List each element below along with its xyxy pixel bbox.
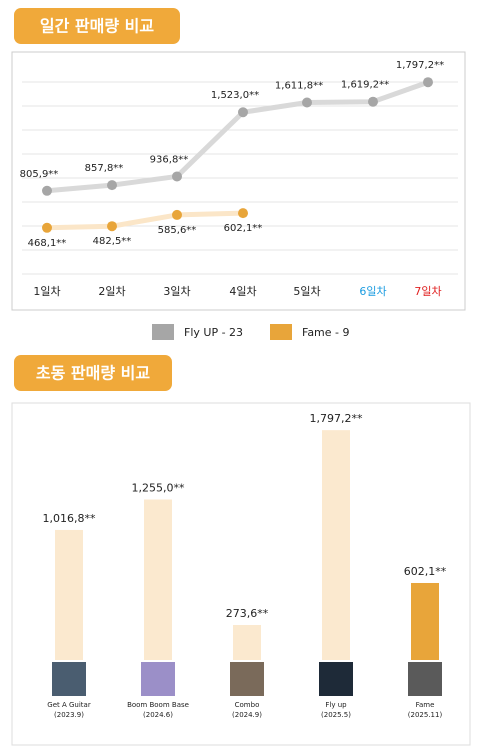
x-tick-date: (2023.9) [54, 711, 84, 719]
data-point [107, 180, 117, 191]
album-cover [52, 662, 86, 696]
data-point [302, 97, 312, 108]
x-tick-label: 1일차 [33, 284, 60, 298]
album-cover [408, 662, 442, 696]
data-point [172, 209, 182, 220]
x-tick-date: (2025.11) [408, 711, 443, 719]
data-label: 1,619,2** [341, 80, 389, 91]
data-label: 482,5** [93, 236, 132, 247]
x-tick-date: (2025.5) [321, 711, 351, 719]
chart-title: 초동 판매량 비교 [36, 364, 150, 383]
data-label: 1,523,0** [211, 90, 259, 101]
legend-swatch [270, 324, 292, 340]
x-tick-date: (2024.9) [232, 711, 262, 719]
data-label: 1,797,2** [310, 412, 363, 425]
bar [411, 582, 439, 660]
bar [144, 499, 172, 660]
data-label: 602,1** [224, 223, 263, 234]
data-point [238, 208, 248, 219]
x-tick-label: Get A Guitar [47, 701, 91, 709]
data-point [42, 185, 52, 196]
bar [55, 529, 83, 660]
x-tick-label: 4일차 [229, 284, 256, 298]
x-tick-label: Fame [416, 701, 435, 709]
x-tick-label: 6일차 [359, 284, 386, 298]
data-label: 273,6** [226, 607, 269, 620]
data-label: 602,1** [404, 565, 447, 578]
data-label: 1,255,0** [132, 481, 185, 494]
data-point [368, 96, 378, 107]
background-lines [22, 81, 458, 275]
x-tick-label: 2일차 [98, 284, 125, 298]
album-cover [319, 662, 353, 696]
bar [233, 625, 261, 660]
x-tick-label: 5일차 [293, 284, 320, 298]
data-label: 936,8** [150, 154, 189, 165]
x-tick-label: Fly up [325, 701, 347, 709]
legend-label: Fame - 9 [302, 326, 350, 339]
title-banner [14, 355, 172, 391]
data-point [107, 221, 117, 232]
x-tick-label: Boom Boom Base [127, 701, 189, 709]
x-tick-label: 3일차 [163, 284, 190, 298]
data-label: 1,611,8** [275, 81, 323, 92]
legend-swatch [152, 324, 174, 340]
series-line [46, 210, 244, 231]
bar [322, 430, 350, 660]
album-cover [141, 662, 175, 696]
data-point [423, 77, 433, 88]
data-point [172, 171, 182, 182]
data-label: 805,9** [20, 169, 59, 180]
album-cover [230, 662, 264, 696]
chart-title: 일간 판매량 비교 [40, 17, 154, 36]
data-point [42, 222, 52, 233]
data-label: 1,797,2** [396, 60, 444, 71]
data-label: 857,8** [85, 163, 124, 174]
legend-label: Fly UP - 23 [184, 326, 243, 339]
data-label: 1,016,8** [43, 512, 96, 525]
x-tick-label: Combo [235, 701, 260, 709]
data-label: 585,6** [158, 225, 197, 236]
x-tick-date: (2024.6) [143, 711, 173, 719]
data-point [238, 107, 248, 118]
data-label: 468,1** [28, 238, 67, 249]
x-tick-label: 7일차 [414, 284, 441, 298]
title-banner [14, 8, 180, 44]
